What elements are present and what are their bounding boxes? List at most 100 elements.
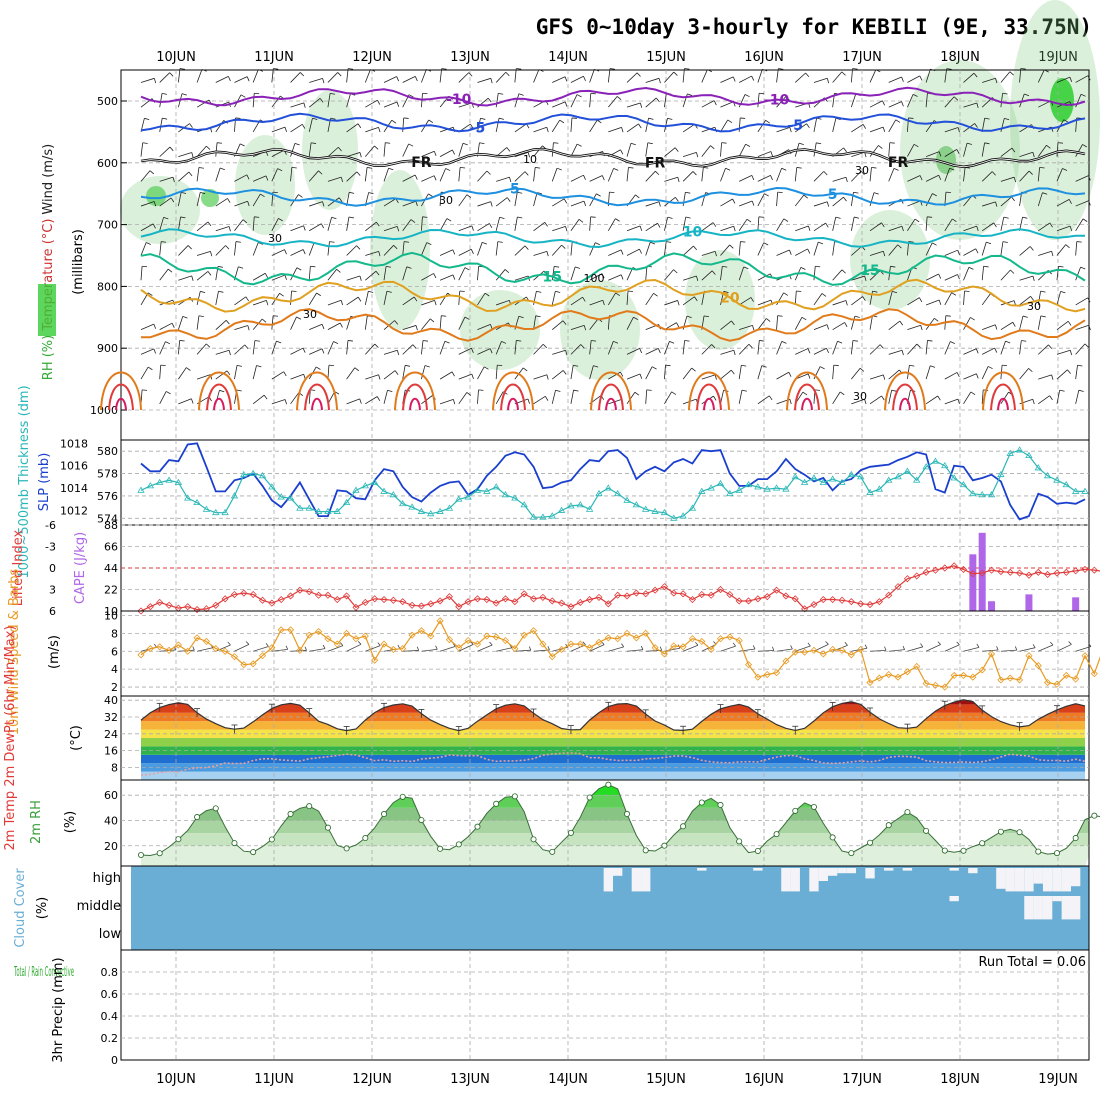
wind-barb-flag [576,143,582,147]
wind-barb-flag [901,101,904,107]
wind-barb [1075,297,1088,306]
thickness-point [791,473,799,480]
wind-barb [888,168,895,182]
wind-speed-point [801,648,809,656]
wind-barb-flag [1012,322,1016,327]
wind-barb [608,646,624,652]
wind-barb-flag [265,642,269,647]
wind-barb [570,200,585,207]
wind-barb [365,374,379,380]
lifted-index-point [427,600,435,608]
wind-tick: 2 [111,681,118,694]
thickness-point [716,479,725,487]
wind-barb-flag [1048,344,1053,349]
wind-barb [570,325,585,331]
thickness-point [539,513,547,520]
wind-barb [253,646,269,652]
wind-barb [458,290,461,305]
wind-barb [757,120,767,133]
wind-barb [664,300,678,306]
wind-speed-point [847,651,855,659]
isotherm-loop-35 [500,383,526,411]
wind-barb [1000,196,1012,207]
wind-barb [1056,369,1068,380]
isotherm-loop-30 [590,371,632,411]
bottom-date-labels: 10JUN 11JUN 12JUN 13JUN 14JUN 15JUN 16JUN 17JUN… [156,1072,1078,1087]
wind-barb-flag [464,316,470,320]
wind-barb-flag [1057,142,1064,144]
wind-barb-flag [403,117,409,119]
wind-barb-flag [376,221,380,227]
cloud-level-label: high [93,871,121,886]
wind-barb-flag [359,398,362,404]
wind-barb [1075,390,1080,404]
wind-barb [271,168,278,182]
wind-barb [1037,167,1041,182]
wind-barb [402,344,414,355]
wind-barb-flag [538,69,544,72]
wind-barb [907,218,916,231]
wind-barb [738,365,742,380]
wind-barb [570,94,578,108]
wind-barb-flag [191,275,194,281]
wind-barb [290,143,296,157]
wind-speed-point [763,670,771,679]
wind-barb-flag [228,226,231,232]
wind-barb [981,171,993,182]
wind-barb-flag [217,266,223,268]
thickness-point [240,470,248,478]
wind-barb [196,250,211,256]
wind-barb-flag [583,175,586,180]
wind-barb [458,316,466,330]
wind-speed-point [137,651,145,659]
wind-barb-flag [219,167,225,171]
wind-barb-flag [302,249,306,255]
rh-contour-label: 10 [523,153,537,166]
wind-barb-flag [298,194,303,198]
wind-barb [589,273,603,281]
wind-barb-flag [556,167,562,171]
wind-barb [458,72,470,83]
wind-barb [1056,390,1061,404]
wind-barb-flag [426,68,432,72]
wind-barb-flag [878,145,883,149]
wind-barb-flag [1032,399,1035,405]
date-label: 17JUN [842,1072,882,1087]
isotherm-loop-30 [492,371,534,411]
wind-barb-flag [859,367,865,372]
date-label: 18JUN [940,50,980,65]
wind-barb-flag [620,249,624,255]
wind-barb [645,170,656,182]
wind-barb-flag [236,389,242,392]
wind-barb-flag [741,389,747,392]
wind-barb-flag [340,177,344,183]
lifted-index-point [483,595,491,604]
wind-barb [159,241,162,256]
wind-barb-flag [357,296,362,302]
cloud-gap-cell [613,868,623,876]
wind-barb-flag [696,275,699,281]
wind-barb [645,97,657,108]
wind-barb [271,341,277,355]
wind-barb-flag [777,315,783,317]
wind-barb-flag [752,325,755,331]
wind-barb [982,649,999,652]
wind-barb [1075,144,1083,157]
wind-barb [252,394,265,405]
wind-speed-point [744,661,753,669]
rh-shade-high [146,186,166,206]
wind-barb [626,348,640,355]
wind-barb-flag [441,68,447,70]
wind-speed-point [520,631,528,639]
wind-barb [794,167,798,182]
wind-barb [981,366,989,380]
rh-point [250,849,257,856]
isotherm-loop-30 [100,371,142,411]
wind-barb-flag [945,191,951,194]
wind-barb [963,348,977,355]
wind-barb-flag [1087,297,1091,303]
cloud-gap-cell [846,868,857,874]
wind-barb-flag [1087,75,1091,81]
wind-barb-flag [200,192,206,195]
